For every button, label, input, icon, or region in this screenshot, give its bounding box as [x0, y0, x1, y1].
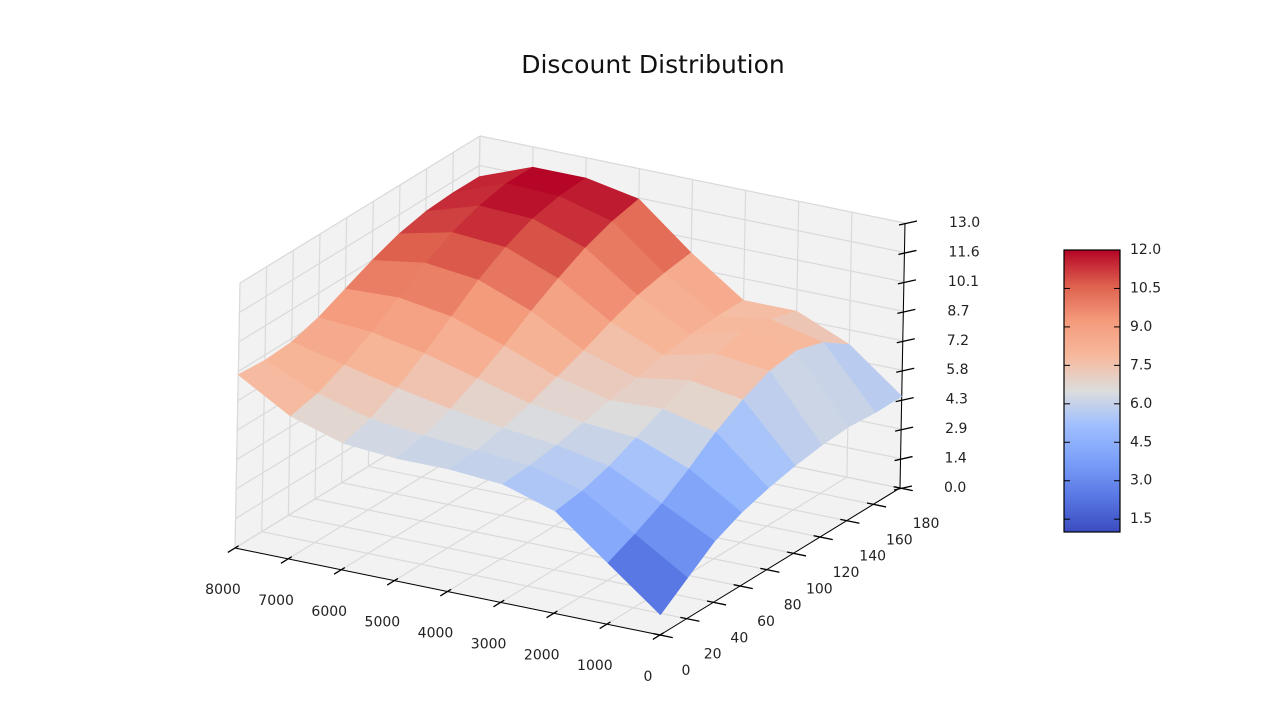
y-tick-label: 100 — [806, 581, 833, 597]
z-tick — [894, 426, 914, 432]
grid-line — [239, 135, 481, 284]
x-tick — [439, 588, 452, 597]
z-tick-label: 8.7 — [947, 303, 969, 319]
y-tick — [786, 551, 807, 557]
y-tick-label: 160 — [886, 532, 913, 548]
y-tick — [813, 535, 833, 541]
y-tick-label: 120 — [833, 565, 860, 581]
y-tick — [893, 486, 913, 492]
z-tick-label: 4.3 — [946, 392, 968, 408]
z-tick — [897, 279, 917, 285]
z-tick-label: 10.1 — [948, 274, 979, 290]
x-tick-label: 8000 — [205, 582, 241, 598]
x-tick-label: 4000 — [418, 626, 454, 642]
z-tick — [898, 249, 917, 256]
colorbar-tick-label: 4.5 — [1130, 434, 1152, 450]
z-tick-label: 0.0 — [944, 480, 966, 496]
y-tick — [760, 567, 780, 573]
y-tick-label: 40 — [730, 630, 748, 646]
colorbar-tick-label: 1.5 — [1130, 511, 1152, 527]
z-tick — [895, 397, 914, 403]
x-tick-label: 5000 — [365, 615, 401, 631]
grid-line — [479, 135, 906, 224]
z-tick — [896, 367, 915, 373]
y-tick-label: 180 — [913, 516, 940, 532]
z-tick — [898, 220, 918, 226]
y-tick-label: 60 — [757, 614, 775, 630]
z-tick — [897, 308, 916, 314]
grid-line — [261, 531, 687, 620]
x-tick-label: 1000 — [577, 658, 613, 674]
z-tick-label: 13.0 — [949, 215, 980, 231]
y-tick — [866, 502, 887, 508]
axis-line — [899, 222, 906, 489]
y-tick-label: 0 — [682, 663, 691, 679]
y-tick-label: 80 — [784, 598, 802, 614]
colorbar-tick-label: 6.0 — [1130, 396, 1152, 412]
colorbar-tick-label: 7.5 — [1130, 357, 1152, 373]
y-tick-label: 20 — [704, 647, 722, 663]
y-tick — [680, 616, 700, 622]
axis-line — [659, 487, 901, 636]
y-tick — [706, 600, 727, 606]
z-tick-label: 1.4 — [945, 451, 967, 467]
x-tick-label: 3000 — [471, 636, 507, 652]
x-tick — [386, 577, 399, 586]
x-tick-label: 7000 — [258, 593, 294, 609]
chart-title: Discount Distribution — [521, 50, 785, 79]
z-tick — [893, 485, 913, 491]
y-tick — [653, 633, 673, 639]
x-tick-label: 0 — [644, 669, 653, 685]
z-tick-label: 11.6 — [948, 244, 979, 260]
surface-patch — [607, 534, 688, 615]
y-tick-label: 140 — [859, 549, 886, 565]
x-tick — [280, 556, 293, 564]
x-tick-label: 2000 — [524, 647, 560, 663]
x-tick — [227, 545, 239, 553]
colorbar-tick-label: 9.0 — [1130, 319, 1152, 335]
colorbar-tick-label: 10.5 — [1130, 280, 1161, 296]
x-tick-label: 6000 — [311, 604, 347, 620]
z-tick — [894, 455, 913, 462]
colorbar-tick-label: 12.0 — [1130, 242, 1161, 258]
y-tick — [840, 518, 860, 524]
grid-line — [234, 282, 241, 549]
z-tick-label: 2.9 — [945, 421, 967, 437]
z-tick — [896, 338, 915, 344]
colorbar — [1063, 249, 1121, 533]
grid-line — [239, 164, 480, 313]
x-tick — [652, 632, 664, 640]
x-tick — [599, 621, 611, 630]
z-tick-label: 5.8 — [946, 362, 968, 378]
grid-line — [261, 266, 268, 532]
x-tick — [546, 610, 558, 619]
z-tick-label: 7.2 — [947, 333, 969, 349]
x-tick — [493, 599, 505, 608]
x-tick — [333, 566, 346, 575]
colorbar-tick-label: 3.0 — [1130, 473, 1152, 489]
y-tick — [733, 584, 753, 590]
